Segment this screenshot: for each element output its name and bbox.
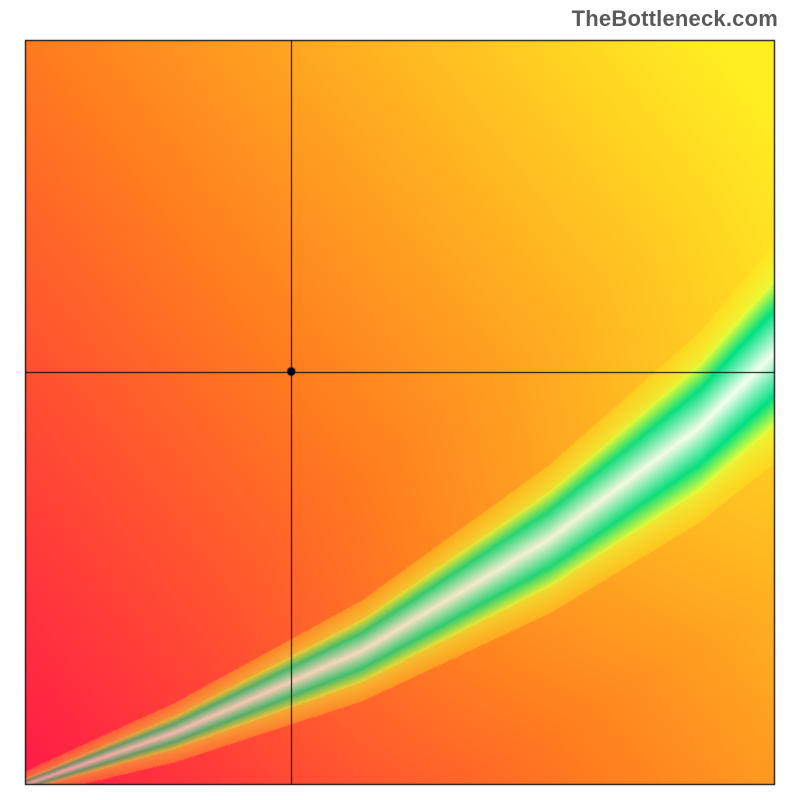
heatmap-canvas <box>0 0 800 800</box>
watermark-text: TheBottleneck.com <box>572 6 778 32</box>
chart-container: TheBottleneck.com <box>0 0 800 800</box>
